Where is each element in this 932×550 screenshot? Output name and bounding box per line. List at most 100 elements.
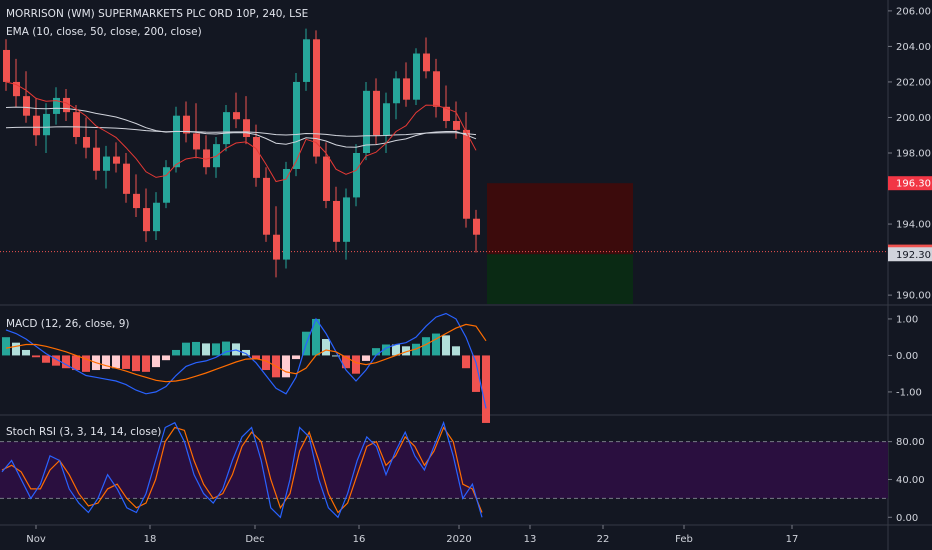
time-tick-label: Nov bbox=[26, 534, 46, 545]
candle-body bbox=[203, 149, 210, 168]
stoch-rsi-axis[interactable]: 80.00 40.00 0.00 bbox=[888, 437, 925, 524]
candle-body bbox=[193, 133, 200, 150]
macd-histogram-bar bbox=[132, 355, 140, 372]
macd-histogram-bar bbox=[422, 337, 430, 356]
macd-histogram-bar bbox=[112, 355, 120, 369]
stop-price-tag: 196.30 bbox=[896, 179, 931, 190]
candle-body bbox=[393, 78, 400, 104]
candle-body bbox=[113, 156, 120, 164]
candle-body bbox=[383, 103, 390, 136]
macd-tick-label: 1.00 bbox=[896, 314, 918, 325]
candle-body bbox=[103, 156, 110, 171]
candle-body bbox=[453, 121, 460, 130]
candle-body bbox=[133, 193, 140, 209]
candle-body bbox=[223, 112, 230, 145]
candle-body bbox=[323, 156, 330, 201]
macd-histogram-bar bbox=[242, 349, 250, 356]
entry-price-tag: 192.30 bbox=[896, 250, 931, 261]
price-axis[interactable]: 206.00 204.00 202.00 200.00 198.00 194.00 190.… bbox=[888, 6, 932, 302]
macd-histogram-bar bbox=[52, 355, 60, 366]
time-axis[interactable]: Nov 18 Dec 16 2020 13 22 Feb 17 bbox=[26, 525, 798, 545]
price-tick-label: 204.00 bbox=[896, 42, 931, 53]
candle-body bbox=[173, 115, 180, 168]
candle-body bbox=[363, 90, 370, 153]
price-tick-label: 198.00 bbox=[896, 149, 931, 160]
stop-loss-zone[interactable] bbox=[487, 183, 633, 255]
macd-histogram-bar bbox=[342, 355, 350, 369]
macd-histogram-bar bbox=[472, 355, 480, 392]
macd-signal-line bbox=[5, 323, 487, 383]
macd-histogram-bar bbox=[432, 333, 440, 356]
candle-body bbox=[433, 71, 440, 107]
candle-body bbox=[83, 137, 90, 148]
macd-histogram-bar bbox=[152, 355, 160, 368]
macd-histogram-bar bbox=[252, 355, 260, 360]
stoch-rsi-tick-label: 80.00 bbox=[896, 437, 925, 448]
macd-histogram-bar bbox=[72, 355, 80, 371]
candle-body bbox=[273, 234, 280, 260]
candle-body bbox=[13, 81, 20, 97]
macd-histogram-bar bbox=[32, 355, 40, 358]
candle-body bbox=[423, 53, 430, 72]
time-tick-label: Dec bbox=[245, 534, 264, 545]
candle-body bbox=[293, 81, 300, 169]
macd-histogram-bar bbox=[312, 318, 320, 356]
candle-body bbox=[73, 112, 80, 138]
macd-histogram-bar bbox=[292, 355, 300, 360]
macd-histogram-bar bbox=[382, 344, 390, 356]
candle-body bbox=[353, 153, 360, 198]
candle-body bbox=[473, 218, 480, 235]
chart-title: MORRISON (WM) SUPERMARKETS PLC ORD 10P, … bbox=[6, 8, 308, 20]
stop-price-tag-bg bbox=[888, 176, 932, 191]
macd-histogram-bar bbox=[2, 337, 10, 356]
price-tick-label: 200.00 bbox=[896, 113, 931, 124]
price-tick-label: 202.00 bbox=[896, 77, 931, 88]
candle-body bbox=[313, 39, 320, 157]
macd-histogram-bar bbox=[192, 341, 200, 356]
macd-histogram-bar bbox=[202, 343, 210, 356]
macd-histogram-bar bbox=[222, 341, 230, 356]
stoch-rsi-band bbox=[0, 441, 888, 499]
time-tick-label: Feb bbox=[675, 534, 693, 545]
price-tick-label: 206.00 bbox=[896, 6, 931, 17]
take-profit-zone[interactable] bbox=[487, 254, 633, 304]
macd-histogram-bar bbox=[122, 355, 130, 369]
candle-body bbox=[63, 97, 70, 113]
macd-histogram-bar bbox=[212, 343, 220, 356]
macd-axis[interactable]: 1.00 0.00 -1.00 bbox=[888, 314, 922, 398]
ema-legend: EMA (10, close, 50, close, 200, close) bbox=[6, 26, 202, 38]
price-pane[interactable]: MORRISON (WM) SUPERMARKETS PLC ORD 10P, … bbox=[0, 8, 888, 304]
macd-histogram-bar bbox=[362, 355, 370, 361]
candle-body bbox=[3, 49, 10, 82]
candle-body bbox=[43, 113, 50, 136]
macd-line bbox=[5, 312, 487, 409]
candle-body bbox=[443, 106, 450, 122]
macd-histogram-bar bbox=[62, 355, 70, 369]
candle-body bbox=[333, 200, 340, 242]
macd-pane[interactable]: MACD (12, 26, close, 9) bbox=[2, 312, 490, 423]
macd-histogram-bar bbox=[412, 343, 420, 356]
candle-body bbox=[463, 129, 470, 219]
stoch-rsi-tick-label: 0.00 bbox=[896, 513, 918, 524]
candle-body bbox=[143, 208, 150, 232]
candle-body bbox=[413, 53, 420, 100]
macd-histogram-bar bbox=[442, 335, 450, 356]
time-tick-label: 18 bbox=[144, 534, 157, 545]
candle-body bbox=[163, 167, 170, 203]
macd-histogram-bar bbox=[102, 355, 110, 369]
macd-histogram-bar bbox=[182, 342, 190, 356]
candle-body bbox=[53, 97, 60, 114]
macd-histogram-bar bbox=[162, 355, 170, 361]
macd-histogram-bar bbox=[282, 355, 290, 378]
candle-body bbox=[403, 78, 410, 100]
candle-body bbox=[263, 177, 270, 235]
macd-legend: MACD (12, 26, close, 9) bbox=[6, 318, 129, 330]
price-tick-label: 190.00 bbox=[896, 291, 931, 302]
time-tick-label: 16 bbox=[353, 534, 366, 545]
candle-body bbox=[233, 112, 240, 120]
macd-histogram-bar bbox=[262, 355, 270, 371]
macd-histogram bbox=[2, 318, 490, 423]
stoch-rsi-pane[interactable]: Stoch RSI (3, 3, 14, 14, close) bbox=[0, 420, 888, 519]
candle-body bbox=[33, 115, 40, 136]
